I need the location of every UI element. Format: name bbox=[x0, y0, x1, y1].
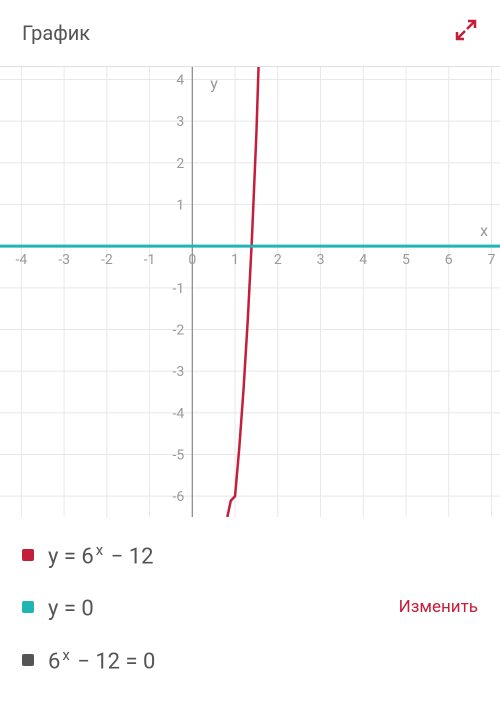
svg-text:1: 1 bbox=[176, 198, 184, 214]
legend-text-1: y = 6x − 12 bbox=[48, 541, 478, 569]
svg-text:-2: -2 bbox=[173, 323, 185, 339]
svg-text:-4: -4 bbox=[15, 252, 27, 268]
svg-text:4: 4 bbox=[176, 73, 184, 89]
svg-text:-6: -6 bbox=[173, 489, 185, 505]
chart-header: График bbox=[0, 0, 500, 67]
svg-text:1: 1 bbox=[231, 252, 239, 268]
expand-icon[interactable] bbox=[454, 18, 478, 48]
svg-text:x: x bbox=[480, 221, 488, 240]
svg-text:3: 3 bbox=[176, 114, 184, 130]
svg-text:-2: -2 bbox=[101, 252, 113, 268]
chart-title: График bbox=[22, 21, 90, 45]
legend-swatch-1 bbox=[22, 549, 34, 561]
svg-text:-3: -3 bbox=[58, 252, 70, 268]
legend-item-1[interactable]: y = 6x − 12 bbox=[22, 529, 478, 581]
legend-container: y = 6x − 12 y = 0 Изменить 6x − 12 = 0 bbox=[0, 517, 500, 706]
svg-text:-3: -3 bbox=[173, 364, 185, 380]
legend-text-3: 6x − 12 = 0 bbox=[48, 646, 478, 674]
edit-button[interactable]: Изменить bbox=[399, 597, 478, 617]
svg-text:2: 2 bbox=[274, 252, 282, 268]
svg-text:-5: -5 bbox=[173, 448, 185, 464]
svg-text:3: 3 bbox=[317, 252, 325, 268]
svg-text:-1: -1 bbox=[144, 252, 156, 268]
svg-text:6: 6 bbox=[445, 252, 453, 268]
chart-plot-area[interactable]: -4-3-2-101234567-6-5-4-3-2-11234xy bbox=[0, 67, 500, 517]
svg-text:y: y bbox=[210, 74, 218, 93]
svg-text:4: 4 bbox=[359, 252, 367, 268]
legend-text-2: y = 0 bbox=[48, 593, 399, 621]
chart-svg: -4-3-2-101234567-6-5-4-3-2-11234xy bbox=[0, 67, 500, 517]
svg-text:7: 7 bbox=[488, 252, 496, 268]
svg-text:5: 5 bbox=[402, 252, 410, 268]
svg-text:-4: -4 bbox=[173, 406, 185, 422]
svg-text:2: 2 bbox=[176, 156, 184, 172]
legend-swatch-3 bbox=[22, 654, 34, 666]
legend-item-2[interactable]: y = 0 Изменить bbox=[22, 581, 478, 633]
legend-item-3[interactable]: 6x − 12 = 0 bbox=[22, 634, 478, 686]
legend-swatch-2 bbox=[22, 601, 34, 613]
svg-text:0: 0 bbox=[188, 252, 196, 268]
svg-text:-1: -1 bbox=[173, 281, 185, 297]
